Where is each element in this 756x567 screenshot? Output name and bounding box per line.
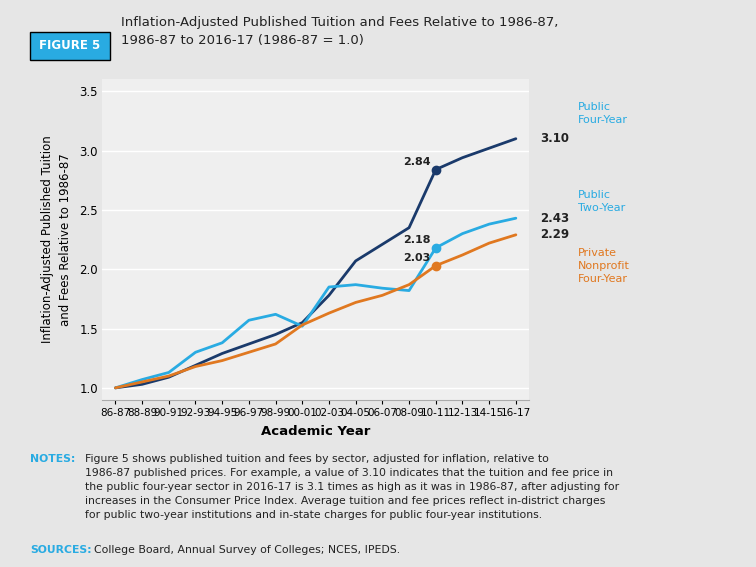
Text: 3.10: 3.10: [541, 132, 569, 145]
Text: Public
Four-Year: Public Four-Year: [578, 102, 628, 125]
Text: Private
Nonprofit
Four-Year: Private Nonprofit Four-Year: [578, 248, 631, 284]
Text: Public
Two-Year: Public Two-Year: [578, 190, 626, 213]
Text: College Board, Annual Survey of Colleges; NCES, IPEDS.: College Board, Annual Survey of Colleges…: [94, 545, 401, 556]
X-axis label: Academic Year: Academic Year: [261, 425, 370, 438]
Text: Inflation-Adjusted Published Tuition and Fees Relative to 1986-87,
1986-87 to 20: Inflation-Adjusted Published Tuition and…: [121, 16, 559, 47]
Text: 2.03: 2.03: [403, 253, 430, 263]
Text: 2.43: 2.43: [541, 211, 570, 225]
Text: FIGURE 5: FIGURE 5: [39, 40, 101, 52]
Y-axis label: Inflation-Adjusted Published Tuition
and Fees Relative to 1986-87: Inflation-Adjusted Published Tuition and…: [42, 136, 73, 344]
Text: NOTES:: NOTES:: [30, 454, 76, 464]
Text: 2.84: 2.84: [403, 157, 430, 167]
Text: 2.18: 2.18: [403, 235, 430, 245]
Text: SOURCES:: SOURCES:: [30, 545, 92, 556]
Text: Figure 5 shows published tuition and fees by sector, adjusted for inflation, rel: Figure 5 shows published tuition and fee…: [85, 454, 619, 519]
Text: 2.29: 2.29: [541, 229, 570, 242]
